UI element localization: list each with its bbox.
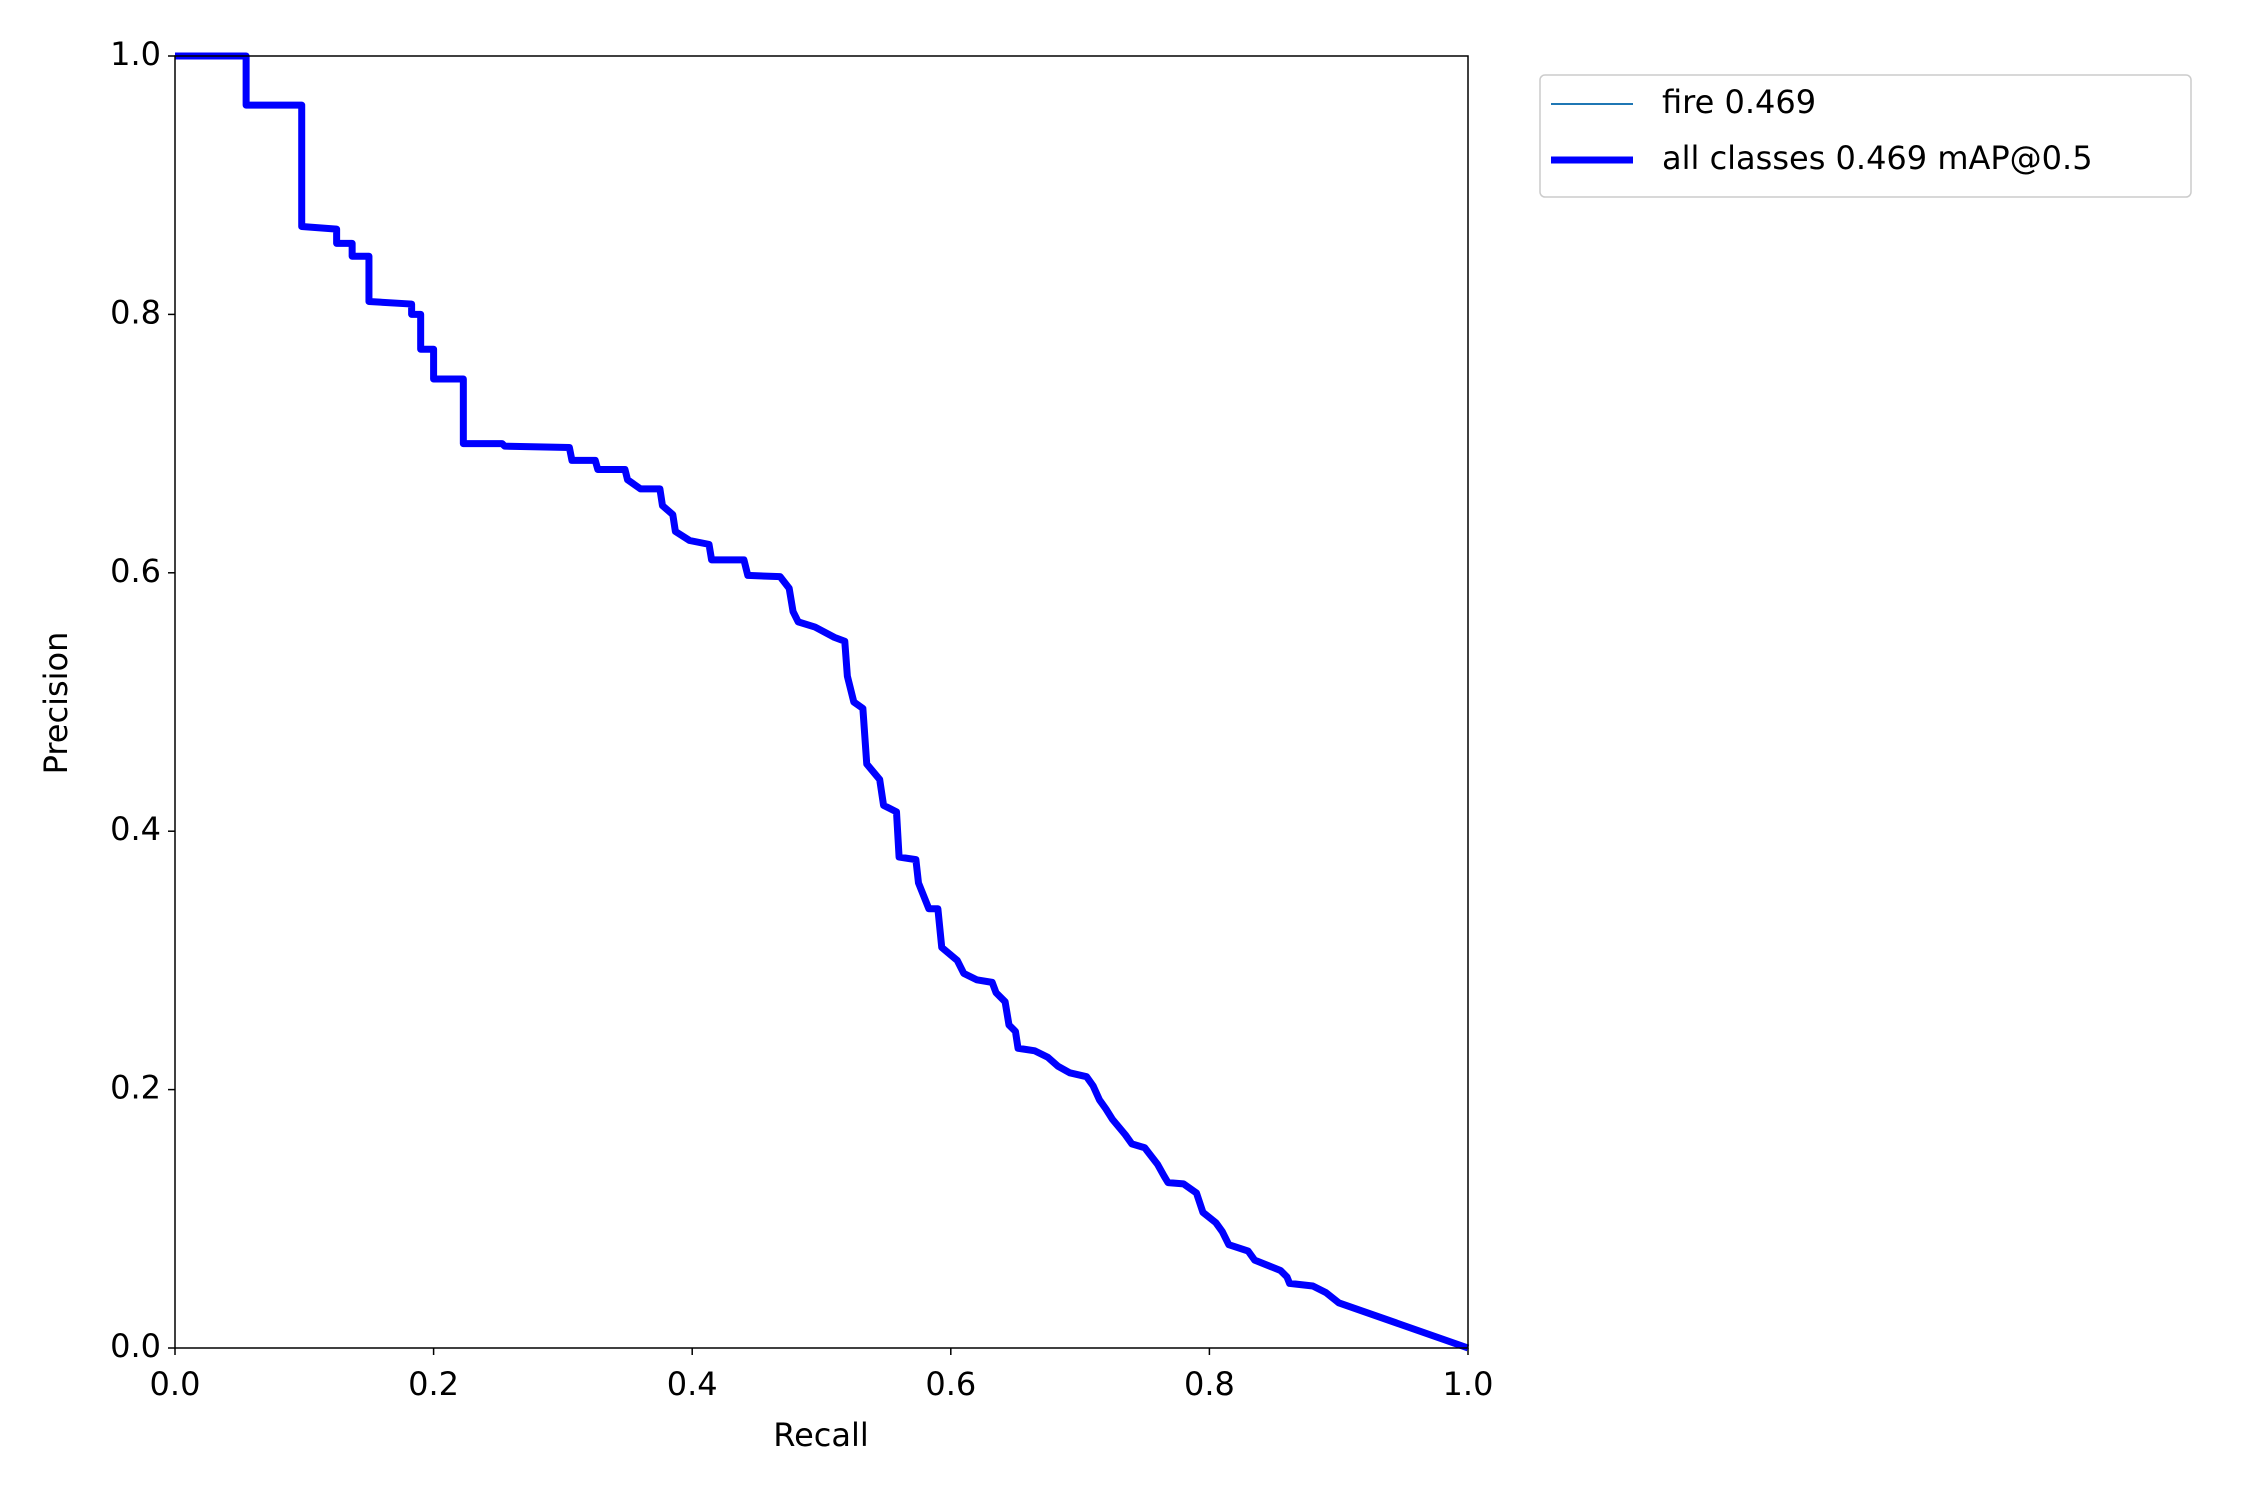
x-tick-label: 1.0	[1443, 1365, 1494, 1403]
pr-curve	[175, 55, 1469, 1349]
y-axis-label: Precision	[37, 632, 75, 775]
y-tick-label: 0.0	[110, 1327, 161, 1365]
y-tick-label: 0.8	[110, 293, 161, 331]
x-tick-label: 0.2	[408, 1365, 459, 1403]
x-tick-label: 0.6	[925, 1365, 976, 1403]
x-tick-label: 0.4	[667, 1365, 718, 1403]
x-axis-label: Recall	[773, 1416, 868, 1454]
legend-box	[1539, 74, 2192, 198]
pr-curve	[175, 52, 1470, 1352]
y-tick-label: 0.6	[110, 552, 161, 590]
y-tick-label: 0.4	[110, 810, 161, 848]
plot-frame	[174, 55, 1469, 1349]
legend-label: all classes 0.469 mAP@0.5	[1662, 139, 2093, 177]
x-tick-label: 0.0	[150, 1365, 201, 1403]
x-tick-label: 0.8	[1184, 1365, 1235, 1403]
legend-label: fire 0.469	[1662, 83, 1816, 121]
y-tick-label: 1.0	[110, 35, 161, 73]
y-tick-label: 0.2	[110, 1069, 161, 1107]
